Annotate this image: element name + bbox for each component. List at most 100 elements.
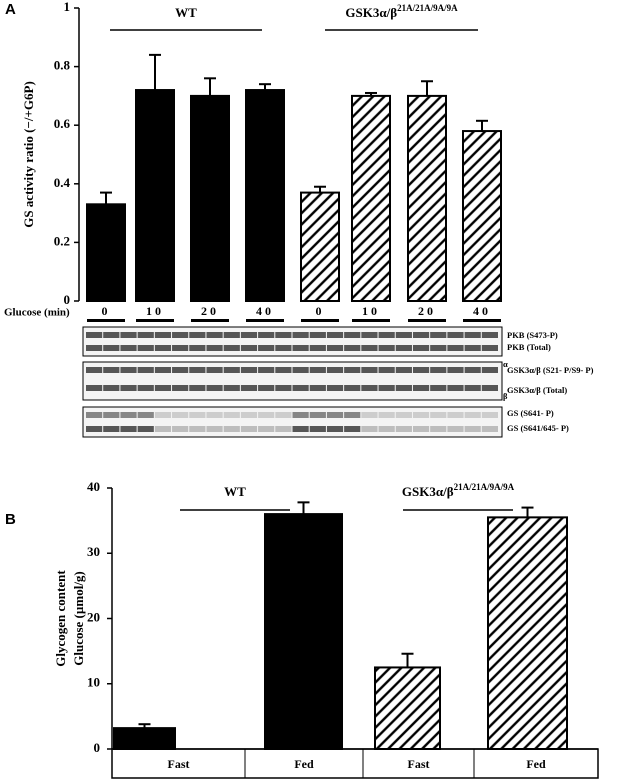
blot-band [103,332,120,338]
blot-beta: β [503,391,508,401]
x-axis-label: Glucose (min) [4,307,70,319]
blot-band [378,412,395,418]
x-tick-label: 0 [316,304,325,318]
blot-label: PKB (S473-P) [507,330,558,340]
blot-band [240,332,258,338]
blot-band [464,412,481,418]
blot-band [412,412,430,418]
blot-band [240,412,258,418]
blot-band [86,345,103,351]
x-tick-label: 40 [473,304,491,318]
blot-band [258,332,275,338]
y-axis-label: Glucose (µmol/g) [71,571,86,666]
blot-band [447,345,464,351]
blot-band [137,345,154,351]
blot-band [326,426,344,432]
blot-band [206,426,223,432]
blot-band [430,412,447,418]
x-tick-label: 0 [102,304,111,318]
blot-band [275,367,292,373]
blot-band [326,367,344,373]
bar [487,516,568,750]
blot-band [172,367,189,373]
blot-band [189,385,206,391]
blot-band [326,385,344,391]
blot-band [378,345,395,351]
blot-band [137,332,154,338]
y-tick-label: 0 [94,740,101,755]
blot-band [481,385,498,391]
blot-band [189,332,206,338]
blot-band [223,426,240,432]
blot-band [189,345,206,351]
blot-band [326,412,344,418]
blot-band [344,412,361,418]
blot-band [309,426,326,432]
blot-band [223,332,240,338]
category-underline [136,319,174,322]
category-underline [301,319,339,322]
panel-letter: A [5,1,16,18]
y-tick-label: 0 [64,292,71,307]
group-superscript: 21A/21A/9A/9A [397,3,458,13]
blots [82,326,503,438]
blot-label: GSK3α/β (Total) [507,385,567,395]
group-name: GSK3α/β [402,484,454,499]
blot-band [292,345,309,351]
blot-band [447,426,464,432]
x-tick-label: 10 [146,304,164,318]
bar [245,89,285,303]
blot-band [258,367,275,373]
blot-band [172,385,189,391]
blot-band [103,385,120,391]
x-tick-label: Fed [294,757,314,771]
blot-band [86,426,103,432]
blot-band [464,332,481,338]
blot-band [309,345,326,351]
blot-band [154,345,172,351]
category-underline [246,319,284,322]
blot-band [344,345,361,351]
blot-band [395,412,412,418]
blot-band [447,385,464,391]
blot-band [258,412,275,418]
blot-band [481,345,498,351]
blot-band [172,345,189,351]
y-tick-label: 0.2 [54,233,70,248]
blot-band [309,332,326,338]
blot-band [412,426,430,432]
group-name: WT [175,5,197,20]
blot-band [326,345,344,351]
category-underline [408,319,446,322]
bar [300,191,340,302]
bar [113,727,176,750]
blot-band [378,367,395,373]
blot-band [120,412,137,418]
blot-band [172,412,189,418]
blot-band [172,332,189,338]
bar [264,513,343,750]
blot-band [223,385,240,391]
blot-band [412,385,430,391]
blot-band [309,385,326,391]
x-tick-label: 40 [256,304,274,318]
blot-band [120,332,137,338]
blot-band [189,412,206,418]
blot-label: GSK3α/β (S21- P/S9- P) [507,365,594,375]
category-underline [87,319,125,322]
blot-band [86,412,103,418]
x-tick-label: Fast [168,757,190,771]
blot-band [430,345,447,351]
x-tick-label: 20 [201,304,219,318]
bar [407,94,447,303]
y-axis-label: GS activity ratio (−/+G6P) [21,81,36,228]
blot-band [447,367,464,373]
blot-band [292,412,309,418]
blot-band [344,426,361,432]
blot-band [481,367,498,373]
bar [374,666,441,750]
blot-band [275,426,292,432]
blot-band [275,332,292,338]
blot-band [154,426,172,432]
y-tick-label: 20 [87,609,100,624]
